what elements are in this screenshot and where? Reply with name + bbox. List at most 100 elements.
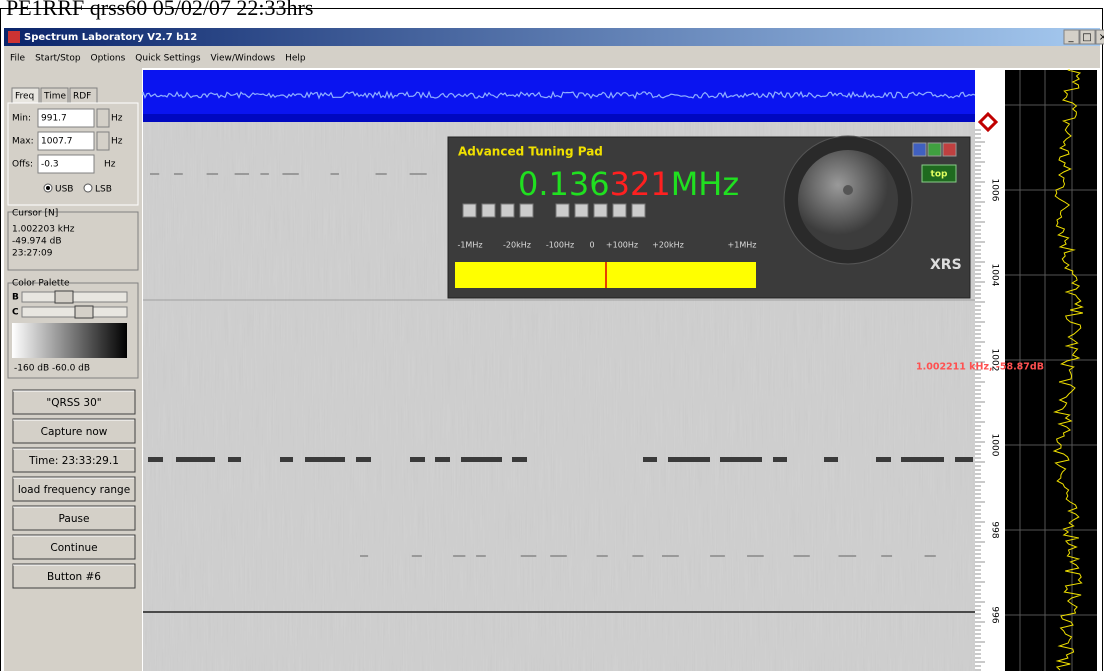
slider-thumb[interactable] <box>75 306 93 318</box>
spin-button[interactable] <box>97 132 109 150</box>
faint-dash <box>662 555 679 557</box>
tab-label: Freq <box>15 92 34 102</box>
slider-thumb[interactable] <box>55 291 73 303</box>
step-button[interactable] <box>501 204 514 217</box>
faint-dash <box>881 555 892 557</box>
frequency-label: 1004 <box>990 264 1000 287</box>
faint-dash <box>710 555 725 557</box>
button-label: load frequency range <box>18 484 130 496</box>
faint-dash <box>476 555 486 557</box>
menu-item[interactable]: Options <box>91 54 126 64</box>
cursor-readout: 1.002211 kHz, -58.87dB <box>916 362 1044 373</box>
palette-gradient <box>12 323 127 358</box>
faint-dash <box>331 173 339 175</box>
signal-dash <box>773 457 787 462</box>
window-button-glyph: _ <box>1068 32 1075 43</box>
field-value: -0.3 <box>41 160 59 170</box>
screenshot: PE1RRF qrss60 05/02/07 22:33hrs Spectrum … <box>0 0 1104 671</box>
faint-dash <box>412 555 422 557</box>
faint-dash <box>925 555 936 557</box>
radio-button[interactable] <box>84 184 92 192</box>
signal-dash <box>410 457 425 462</box>
frequency-part: 321 <box>610 165 671 203</box>
brand: XRS <box>930 257 962 273</box>
tuning-scale-label: 0 <box>589 241 594 250</box>
step-button[interactable] <box>594 204 607 217</box>
faint-dash <box>376 173 387 175</box>
frequency-label: 998 <box>990 521 1000 538</box>
tuning-title: Advanced Tuning Pad <box>458 145 603 159</box>
faint-dash <box>632 555 643 557</box>
tab-label: Time <box>43 92 66 102</box>
faint-dash <box>597 555 608 557</box>
menu-item[interactable]: Quick Settings <box>135 54 201 64</box>
step-button[interactable] <box>463 204 476 217</box>
signal-dash <box>668 457 710 462</box>
frequency-part: MHz <box>671 165 739 203</box>
faint-dash <box>410 173 427 175</box>
pad-control[interactable] <box>913 143 926 156</box>
window-title: Spectrum Laboratory V2.7 b12 <box>24 32 197 43</box>
signal-dash <box>280 457 293 462</box>
slider-label: C <box>12 308 19 318</box>
faint-dash <box>260 173 269 175</box>
signal-dash <box>176 457 215 462</box>
tuning-scale-label: -20kHz <box>503 241 531 250</box>
signal-dash <box>461 457 502 462</box>
tuning-scale-label: -100Hz <box>546 241 574 250</box>
tuning-scale-label: +100Hz <box>606 241 638 250</box>
signal-dash <box>356 457 371 462</box>
field-value: 991.7 <box>41 114 67 124</box>
step-button[interactable] <box>613 204 626 217</box>
top-button-label: top <box>931 170 948 180</box>
tab-label: RDF <box>73 92 91 102</box>
menu-item[interactable]: View/Windows <box>211 54 276 64</box>
cursor-line: -49.974 dB <box>12 237 62 247</box>
faint-dash <box>794 555 810 557</box>
radio-dot <box>46 186 50 190</box>
step-button[interactable] <box>482 204 495 217</box>
step-button[interactable] <box>575 204 588 217</box>
step-button[interactable] <box>520 204 533 217</box>
signal-dash <box>901 457 944 462</box>
faint-dash <box>282 173 298 175</box>
frequency-part: 0.136 <box>518 165 610 203</box>
slider-track[interactable] <box>22 292 127 302</box>
tuning-scale-label: +20kHz <box>652 241 684 250</box>
faint-dash <box>453 555 465 557</box>
faint-dash <box>360 555 368 557</box>
field-unit: Hz <box>111 137 123 147</box>
field-value: 1007.7 <box>41 137 73 147</box>
menu-item[interactable]: Start/Stop <box>35 54 81 64</box>
faint-dash <box>521 555 537 557</box>
cursor-line: 23:27:09 <box>12 249 53 259</box>
pad-control[interactable] <box>943 143 956 156</box>
menu-item[interactable]: File <box>10 54 26 64</box>
tuning-scale-label: -1MHz <box>457 241 482 250</box>
faint-dash <box>150 173 159 175</box>
knob[interactable] <box>798 150 898 250</box>
tuning-scale-label: +1MHz <box>728 241 757 250</box>
spin-button[interactable] <box>97 109 109 127</box>
signal-dash <box>512 457 527 462</box>
frequency-display: 0.136321MHz <box>518 165 739 203</box>
app-icon <box>8 31 20 43</box>
button-label: Time: 23:33:29.1 <box>28 455 119 467</box>
field-label: Offs: <box>12 160 33 170</box>
spectrum-base <box>143 114 975 122</box>
window-button-glyph: × <box>1099 32 1104 43</box>
caption: PE1RRF qrss60 05/02/07 22:33hrs <box>6 0 313 20</box>
pad-control[interactable] <box>928 143 941 156</box>
step-button[interactable] <box>632 204 645 217</box>
signal-dash <box>955 457 973 462</box>
faint-dash <box>207 173 218 175</box>
signal-dash <box>305 457 345 462</box>
step-button[interactable] <box>556 204 569 217</box>
menu-item[interactable]: Help <box>285 54 306 64</box>
signal-dash <box>876 457 891 462</box>
button-label: Continue <box>50 542 97 554</box>
signal-dash <box>643 457 657 462</box>
faint-dash <box>235 173 249 175</box>
knob-dot <box>843 185 853 195</box>
faint-dash <box>838 555 856 557</box>
